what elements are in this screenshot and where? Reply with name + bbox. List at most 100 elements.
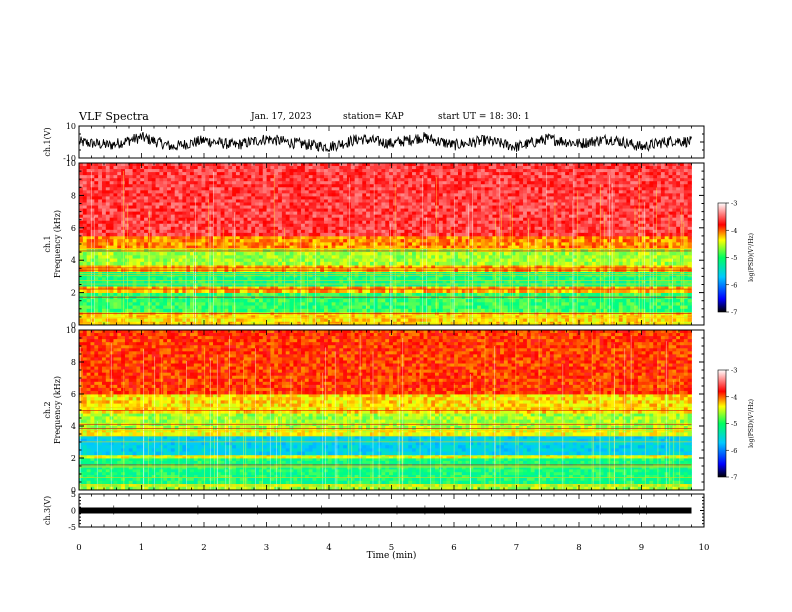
spectrogram-cell: [591, 280, 597, 284]
spectrogram-cell: [461, 235, 467, 240]
spectrogram-cell: [197, 258, 202, 263]
spectrogram-cell: [618, 283, 623, 287]
spectrogram-cell: [603, 289, 608, 293]
spectrogram-cell: [224, 292, 229, 297]
spectrogram-cell: [603, 271, 608, 275]
spectrogram-cell: [672, 274, 677, 278]
spectrogram-cell: [511, 261, 516, 266]
spectrogram-cell: [247, 305, 252, 310]
spectrogram-cell: [408, 242, 413, 247]
spectrogram-cell: [569, 283, 574, 287]
spectrogram-cell: [105, 261, 111, 266]
spectrogram-cell: [289, 261, 294, 266]
spectrogram-cell: [607, 163, 612, 167]
spectrogram-cell: [511, 292, 516, 297]
spectrogram-cell: [484, 242, 490, 247]
spectrogram-cell: [614, 318, 620, 323]
spectrogram-cell: [649, 166, 654, 170]
station-label: station= KAP: [343, 112, 404, 122]
spectrogram-cell: [641, 265, 646, 269]
spectrogram-cell: [258, 295, 264, 300]
spectrogram-cell: [572, 239, 578, 243]
spectrogram-cell: [626, 277, 631, 281]
spectrogram-cell: [212, 242, 218, 247]
spectrogram-cell: [377, 295, 382, 300]
spectrogram-cell: [584, 258, 589, 263]
spectrogram-cell: [488, 302, 493, 306]
spectrogram-cell: [132, 318, 137, 323]
spectrogram-cell: [442, 299, 447, 303]
spectrogram-cell: [546, 277, 551, 281]
spectrogram-cell: [285, 292, 290, 297]
spectrogram-cell: [580, 163, 585, 167]
spectrogram-cell: [159, 166, 164, 170]
spectrogram-cell: [630, 265, 635, 269]
spectrogram-cell: [385, 280, 390, 284]
spectrogram-cell: [511, 283, 516, 287]
spectrogram-cell: [274, 242, 279, 247]
spectrogram-cell: [664, 312, 669, 316]
spectrogram-cell: [626, 292, 631, 297]
spectrogram-cell: [128, 242, 133, 247]
spectrogram-cell: [546, 286, 551, 290]
spectrogram-cell: [174, 302, 179, 306]
spectrogram-cell: [438, 308, 444, 313]
spectrogram-cell: [653, 255, 658, 259]
spectrogram-cell: [274, 315, 279, 319]
spectrogram-cell: [660, 299, 666, 303]
spectrogram-cell: [312, 299, 317, 303]
spectrogram-cell: [664, 289, 669, 293]
spectrogram-cell: [155, 302, 160, 306]
spectrogram-cell: [167, 255, 172, 259]
spectrogram-cell: [235, 252, 241, 256]
spectrogram-cell: [220, 271, 225, 275]
spectrogram-cell: [404, 315, 409, 319]
spectrogram-cell: [94, 172, 99, 176]
spectrogram-cell: [235, 286, 241, 290]
spectrogram-cell: [147, 265, 153, 269]
spectrogram-cell: [86, 242, 91, 247]
spectrogram-cell: [140, 163, 145, 167]
spectrogram-cell: [603, 305, 608, 310]
spectrogram-cell: [645, 271, 650, 275]
spectrogram-cell: [255, 255, 260, 259]
spectrogram-cell: [243, 235, 248, 240]
spectrogram-cell: [128, 286, 133, 290]
spectrogram-cell: [197, 274, 202, 278]
spectrogram-cell: [274, 289, 279, 293]
spectrogram-cell: [101, 308, 107, 313]
spectrogram-cell: [343, 299, 348, 303]
spectrogram-cell: [408, 239, 413, 243]
spectrogram-cell: [90, 242, 95, 247]
spectrogram-cell: [163, 255, 168, 259]
spectrogram-cell: [446, 299, 451, 303]
spectrogram-cell: [128, 239, 133, 243]
spectrogram-cell: [645, 239, 650, 243]
spectrogram-cell: [339, 261, 344, 266]
spectrogram-cell: [473, 271, 478, 275]
spectrogram-cell: [293, 292, 298, 297]
spectrogram-cell: [542, 302, 547, 306]
spectrogram-cell: [117, 271, 122, 275]
spectrogram-cell: [637, 245, 643, 250]
spectrogram-cell: [584, 239, 589, 243]
spectrogram-cell: [247, 252, 252, 256]
spectrogram-cell: [523, 299, 528, 303]
spectrogram-cell: [668, 302, 673, 306]
spectrogram-cell: [630, 235, 635, 240]
spectrogram-cell: [599, 305, 604, 310]
spectrogram-cell: [155, 258, 160, 263]
spectrogram-cell: [124, 172, 130, 176]
spectrogram-cell: [431, 258, 436, 263]
spectrogram-cell: [201, 283, 206, 287]
spectrogram-cell: [117, 169, 122, 173]
spectrogram-cell: [117, 163, 122, 167]
spectrogram-cell: [79, 255, 84, 259]
spectrogram-cell: [435, 318, 440, 323]
spectrogram-cell: [358, 245, 363, 250]
spectrogram-cell: [262, 299, 267, 303]
spectrogram-cell: [381, 305, 386, 310]
spectrogram-cell: [599, 315, 604, 319]
spectrogram-cell: [660, 169, 666, 173]
spectrogram-cell: [591, 295, 597, 300]
